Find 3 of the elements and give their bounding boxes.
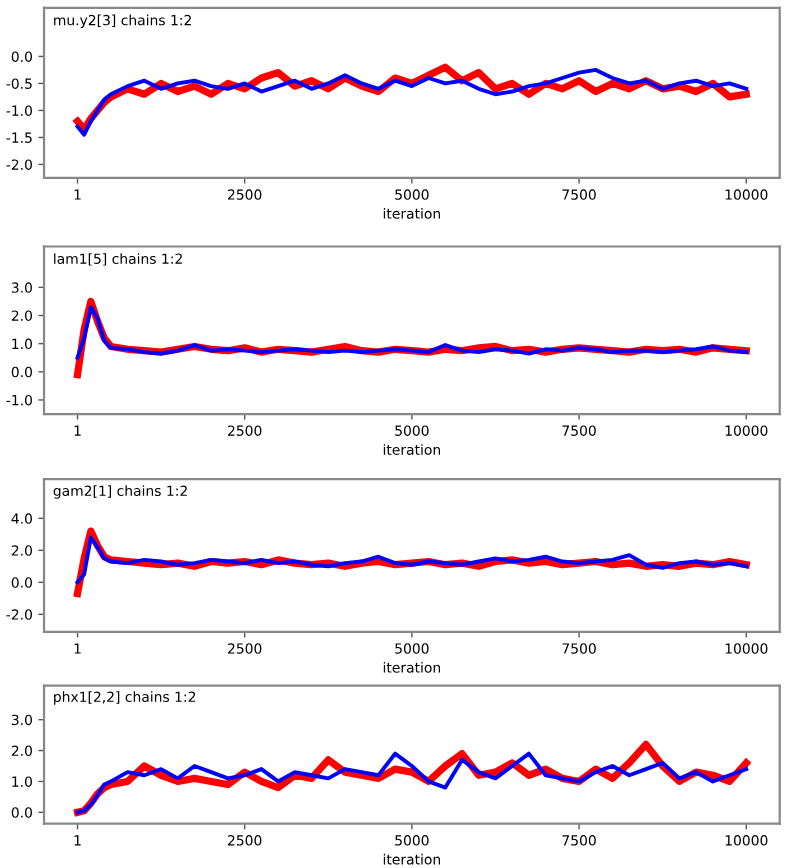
line-series <box>75 751 749 815</box>
line-series <box>75 305 749 360</box>
line-series <box>75 535 749 585</box>
